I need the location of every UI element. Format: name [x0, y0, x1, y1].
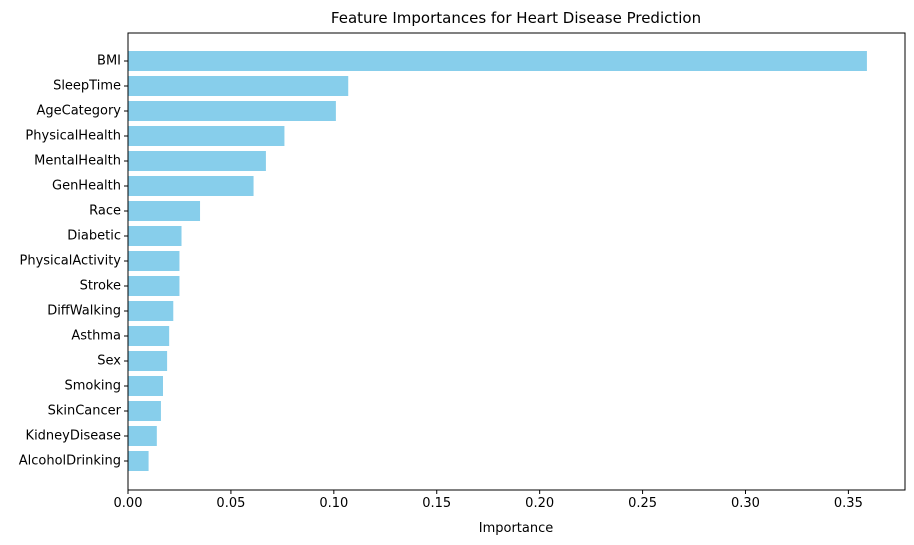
- x-axis-label: Importance: [479, 521, 554, 536]
- bar-agecategory: [128, 101, 336, 121]
- bar-sleeptime: [128, 76, 349, 96]
- y-tick-label: Asthma: [71, 329, 121, 344]
- x-tick-label: 0.10: [319, 496, 348, 511]
- x-axis-ticks: 0.00 0.05 0.10 0.15 0.20 0.25 0.30 0.35: [114, 490, 863, 511]
- bar-diabetic: [128, 226, 182, 246]
- bar-bmi: [128, 51, 867, 71]
- y-tick-label: DiffWalking: [47, 304, 121, 319]
- x-tick-label: 0.20: [525, 496, 554, 511]
- y-tick-label: PhysicalActivity: [20, 254, 122, 269]
- x-tick-label: 0.05: [216, 496, 245, 511]
- y-tick-label: AlcoholDrinking: [19, 454, 121, 469]
- y-tick-label: Sex: [97, 354, 121, 369]
- bar-skincancer: [128, 401, 161, 421]
- x-tick-label: 0.30: [731, 496, 760, 511]
- bar-sex: [128, 351, 168, 371]
- bar-smoking: [128, 376, 163, 396]
- y-tick-label: Smoking: [64, 379, 121, 394]
- y-axis-ticks: BMI SleepTime AgeCategory PhysicalHealth Men…: [19, 54, 128, 469]
- y-tick-label: SkinCancer: [48, 404, 122, 419]
- bar-physicalactivity: [128, 251, 180, 271]
- y-tick-label: GenHealth: [52, 179, 121, 194]
- bar-race: [128, 201, 201, 221]
- x-tick-label: 0.35: [834, 496, 863, 511]
- x-tick-label: 0.15: [422, 496, 451, 511]
- bar-alcoholdrinking: [128, 451, 149, 471]
- x-tick-label: 0.25: [628, 496, 657, 511]
- y-tick-label: MentalHealth: [34, 154, 121, 169]
- y-tick-label: AgeCategory: [36, 104, 121, 119]
- y-tick-label: SleepTime: [53, 79, 121, 94]
- bar-kidneydisease: [128, 426, 157, 446]
- bars-layer: [128, 51, 867, 471]
- plot-frame: [127, 32, 906, 491]
- bar-stroke: [128, 276, 180, 296]
- chart-title: Feature Importances for Heart Disease Pr…: [331, 9, 701, 27]
- bar-diffwalking: [128, 301, 174, 321]
- y-tick-label: PhysicalHealth: [25, 129, 121, 144]
- x-tick-label: 0.00: [114, 496, 143, 511]
- bar-asthma: [128, 326, 170, 346]
- bar-genhealth: [128, 176, 254, 196]
- bar-physicalhealth: [128, 126, 285, 146]
- y-tick-label: KidneyDisease: [26, 429, 121, 444]
- y-tick-label: Stroke: [80, 279, 121, 294]
- y-tick-label: Race: [89, 204, 121, 219]
- y-tick-label: Diabetic: [67, 229, 121, 244]
- bar-mentalhealth: [128, 151, 266, 171]
- y-tick-label: BMI: [97, 54, 121, 69]
